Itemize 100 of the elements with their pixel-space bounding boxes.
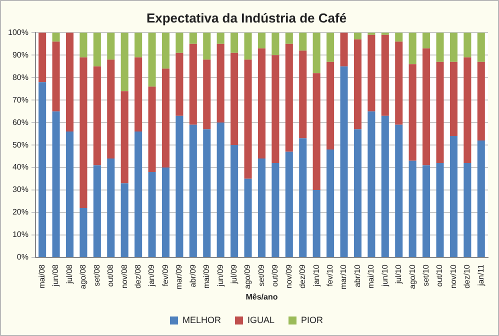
- bar: [464, 57, 472, 164]
- bar: [395, 124, 403, 257]
- bar: [477, 140, 485, 257]
- x-tick-label: jun/09: [216, 264, 225, 288]
- bar: [203, 60, 211, 130]
- x-tick-label: out/08: [106, 264, 116, 287]
- x-tick-label: mai/08: [38, 264, 47, 289]
- x-tick-label: out/10: [435, 264, 444, 287]
- bar: [148, 32, 156, 87]
- bar: [134, 32, 142, 58]
- chart-title: Expectativa da Indústria de Café: [146, 10, 347, 26]
- x-tick-label: set/09: [256, 264, 266, 286]
- legend-label: MELHOR: [182, 314, 222, 325]
- bar: [148, 86, 156, 172]
- bar: [148, 172, 156, 257]
- y-tick-label: 90%: [12, 50, 28, 60]
- x-tick-label: mai/09: [202, 264, 212, 289]
- bar: [464, 32, 472, 58]
- bar: [216, 44, 224, 123]
- bar: [244, 178, 252, 257]
- bar: [38, 32, 46, 82]
- x-tick-label: mar/09: [174, 264, 184, 290]
- y-tick-label: 50%: [12, 140, 28, 150]
- bar: [52, 32, 60, 42]
- y-tick-label: 70%: [12, 95, 28, 104]
- bar: [272, 55, 280, 164]
- bar: [477, 32, 485, 62]
- bar: [395, 42, 403, 125]
- bar: [285, 44, 293, 152]
- bar: [285, 32, 293, 44]
- bar: [258, 48, 266, 159]
- bar: [381, 34, 389, 116]
- bar: [203, 129, 211, 257]
- bar: [162, 168, 170, 257]
- bar: [134, 57, 142, 132]
- bar: [436, 32, 444, 62]
- bar: [340, 66, 348, 257]
- bar: [38, 82, 46, 257]
- bar: [299, 32, 307, 51]
- bar: [176, 116, 184, 257]
- x-tick-label: jul/08: [64, 264, 74, 285]
- bar: [258, 158, 266, 257]
- x-tick-label: out/09: [270, 264, 280, 287]
- y-tick-label: 40%: [12, 162, 28, 172]
- bar: [326, 62, 334, 150]
- bar: [216, 32, 224, 44]
- bar: [52, 42, 60, 112]
- x-tick-label: fev/10: [326, 264, 334, 286]
- bar: [107, 60, 115, 159]
- bar: [408, 160, 416, 257]
- x-tick-label: jun/10: [380, 264, 390, 288]
- x-tick-label: ago/10: [408, 264, 417, 289]
- bar: [436, 163, 444, 257]
- x-tick-label: mai/10: [366, 264, 376, 289]
- bar: [93, 32, 101, 66]
- bar: [244, 32, 252, 60]
- x-tick-label: dez/09: [298, 264, 308, 289]
- x-axis-title: Mês/ano: [246, 292, 278, 302]
- bar: [464, 163, 472, 257]
- x-tick-label: fev/09: [160, 264, 170, 286]
- bar: [299, 138, 307, 257]
- x-tick-label: nov/10: [448, 264, 458, 289]
- x-tick-label: jan/09: [147, 264, 156, 288]
- y-tick-label: 80%: [12, 72, 28, 82]
- bar: [203, 32, 211, 60]
- x-tick-label: mar/10: [339, 264, 348, 290]
- x-tick-label: jun/08: [51, 264, 60, 288]
- bar: [162, 68, 170, 168]
- x-tick-label: jul/10: [394, 264, 404, 285]
- bar: [176, 52, 184, 116]
- bar: [80, 57, 88, 208]
- bar: [216, 122, 224, 257]
- bar: [422, 32, 430, 48]
- bar: [93, 66, 101, 166]
- bar: [272, 163, 280, 257]
- x-tick-label: set/08: [92, 264, 102, 286]
- bar: [134, 132, 142, 257]
- x-tick-label: jan/11: [476, 264, 486, 287]
- bar: [66, 32, 74, 132]
- bar: [354, 129, 362, 257]
- bar: [80, 208, 88, 257]
- bar: [312, 73, 320, 190]
- bar: [368, 111, 376, 257]
- bar: [189, 32, 197, 44]
- bar: [120, 183, 128, 257]
- bar: [354, 32, 362, 40]
- bar: [354, 39, 362, 130]
- bar: [312, 32, 320, 74]
- bar: [340, 32, 348, 66]
- bar: [408, 32, 416, 64]
- bar: [450, 32, 458, 62]
- bar: [422, 165, 430, 257]
- bar: [66, 132, 74, 257]
- y-tick-label: 10%: [12, 230, 28, 240]
- y-tick-label: 20%: [12, 208, 28, 217]
- bar: [230, 145, 238, 257]
- legend-label: IGUAL: [247, 314, 275, 325]
- y-tick-label: 0%: [16, 252, 28, 262]
- x-tick-label: jul/09: [230, 264, 239, 285]
- bar: [189, 44, 197, 125]
